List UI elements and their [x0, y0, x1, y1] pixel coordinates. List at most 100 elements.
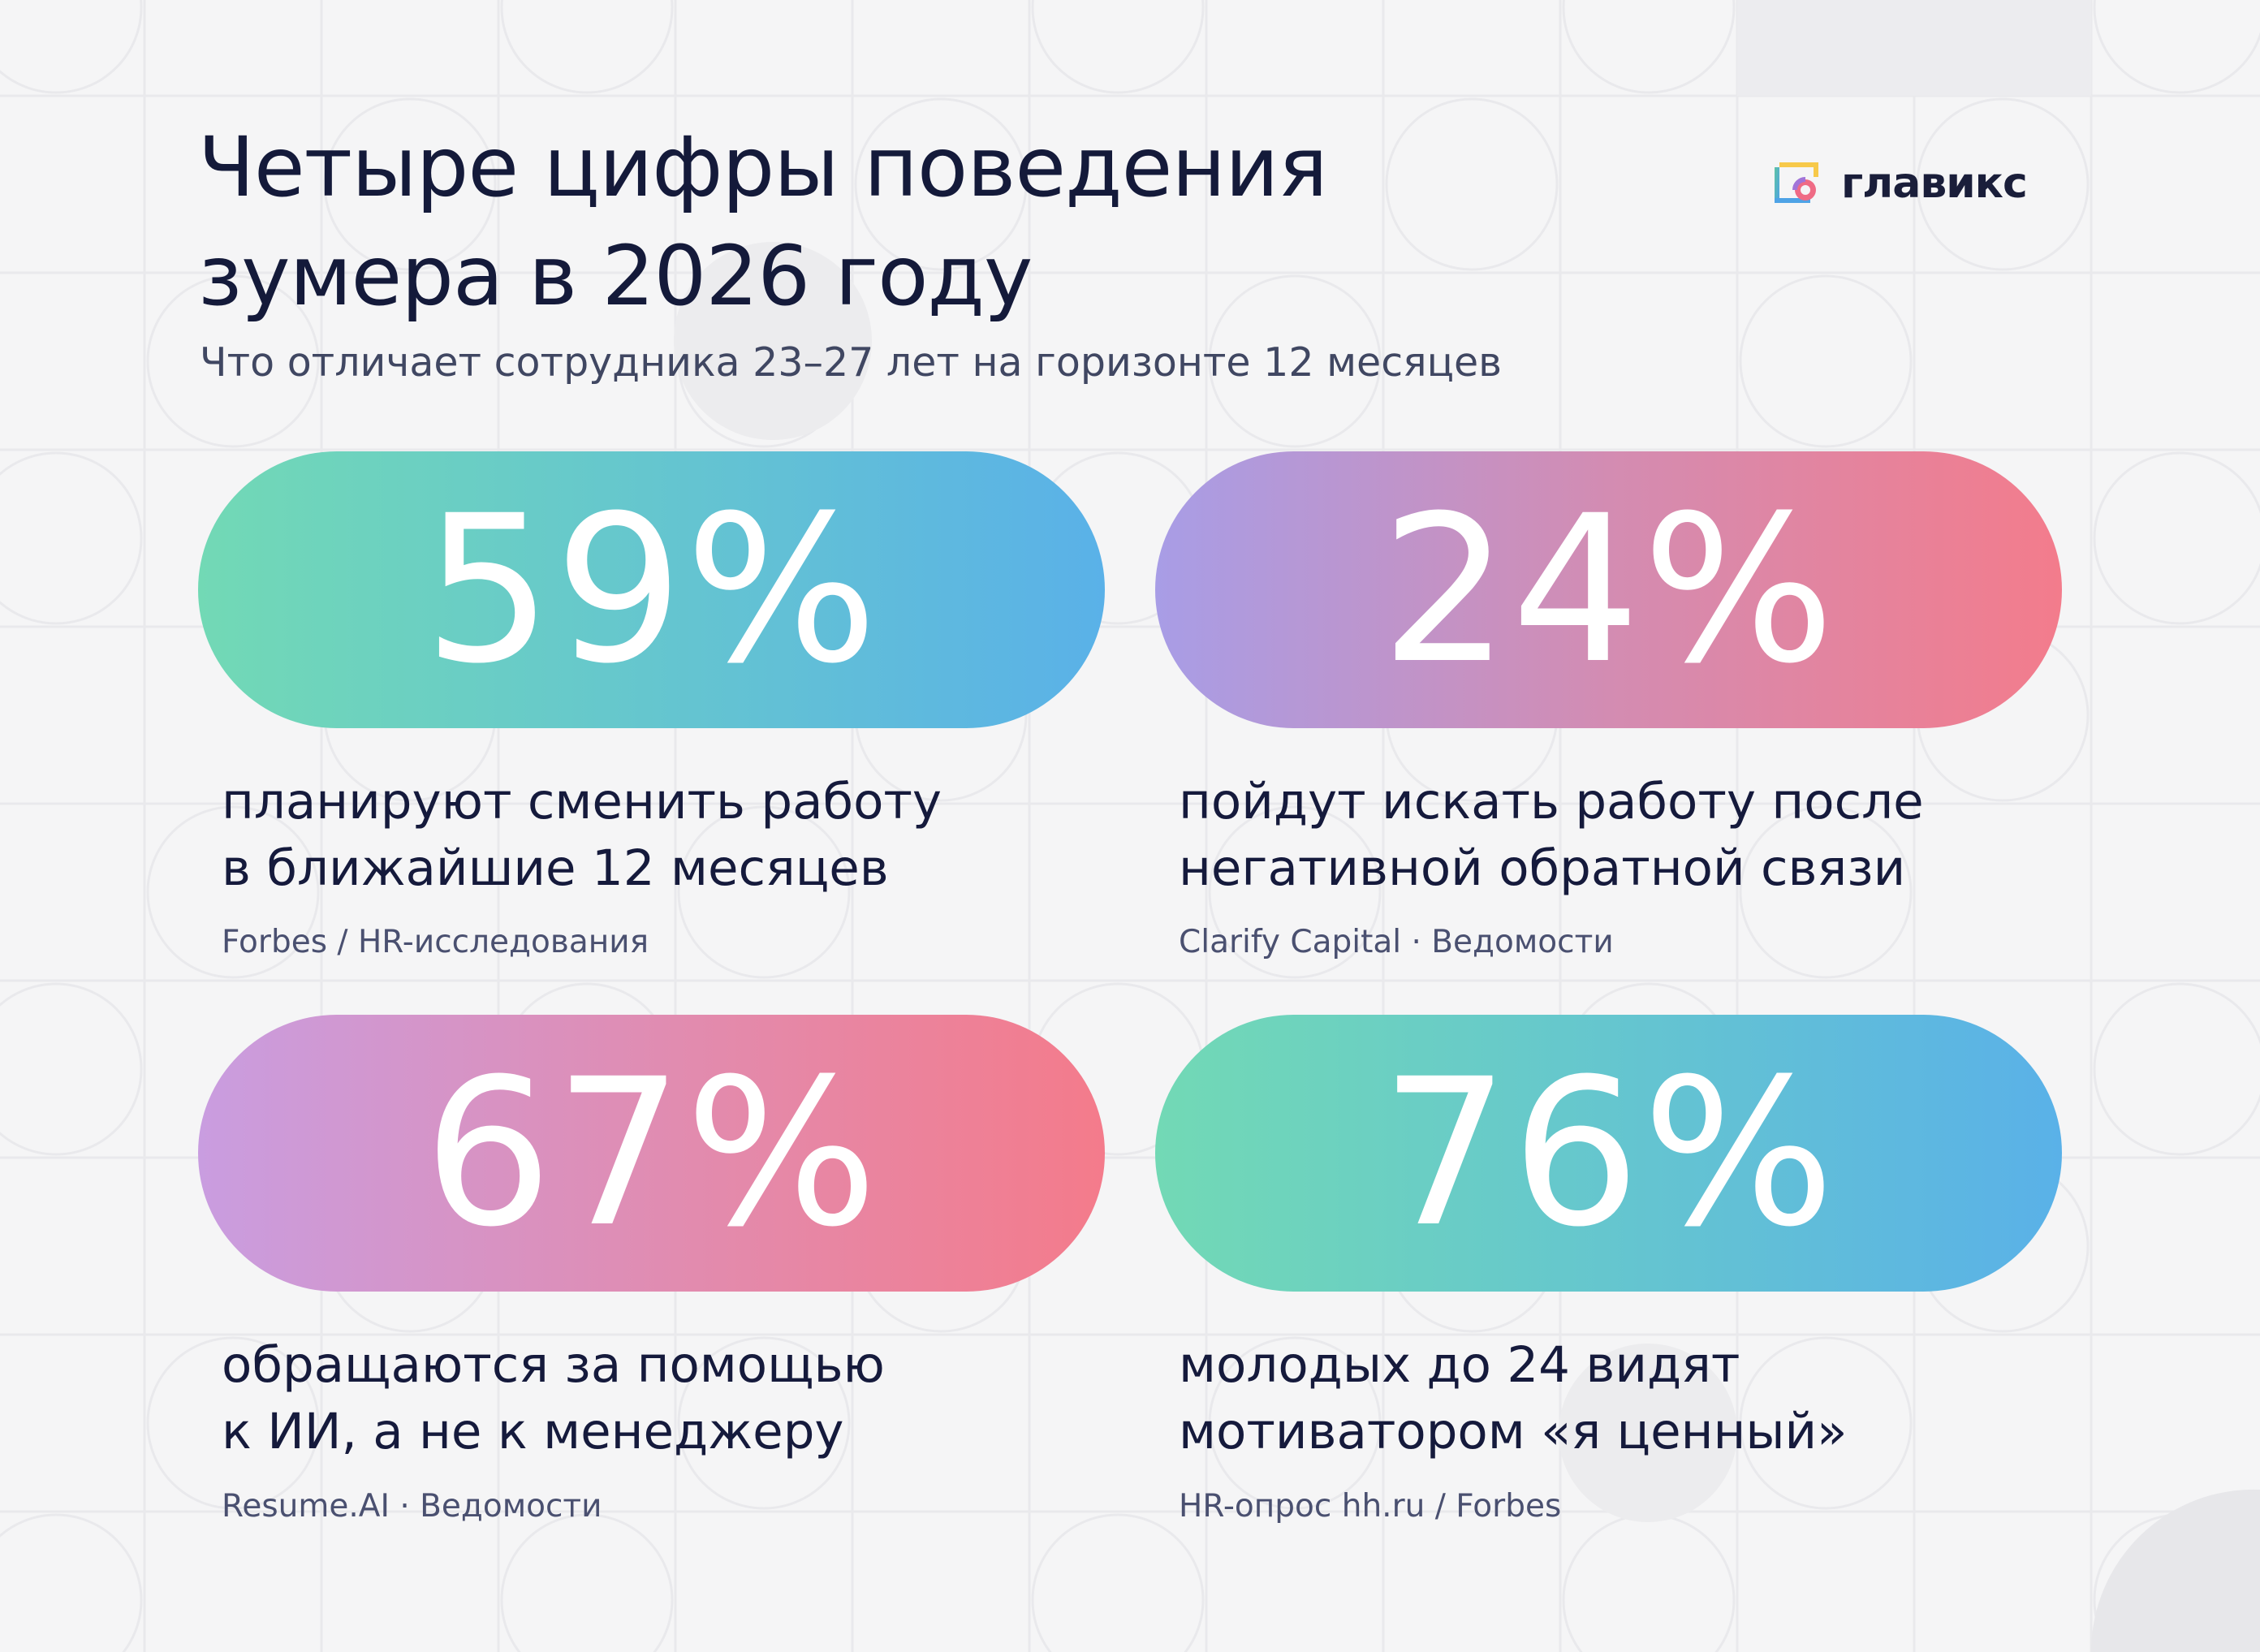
- title-line-1: Четыре цифры поведения: [198, 119, 1328, 216]
- stat-pill-2: 24%: [1155, 451, 2062, 728]
- bg-pattern-shape: [320, 0, 500, 97]
- stat-pill-1: 59%: [198, 451, 1105, 728]
- bg-pattern-shape: [1031, 0, 1205, 94]
- bg-pattern-shape: [1205, 94, 1385, 274]
- stat-pill-3: 67%: [198, 1015, 1105, 1292]
- bg-pattern-shape: [146, 1336, 320, 1510]
- bg-pattern-shape: [0, 0, 143, 94]
- bg-pattern-shape: [143, 94, 323, 274]
- description-line: мотиватором «я ценный»: [1179, 1403, 1848, 1460]
- bg-pattern-shape: [500, 1513, 674, 1652]
- bg-pattern-shape: [1028, 1333, 1208, 1513]
- bg-pattern-shape: [2093, 0, 2260, 94]
- bg-pattern-shape: [677, 805, 851, 979]
- bg-pattern-shape: [320, 1510, 500, 1652]
- bg-pattern-shape: [1031, 1513, 1205, 1652]
- bg-pattern-shape: [2090, 271, 2260, 451]
- bg-pattern-shape: [0, 625, 146, 805]
- title-line-2: зумера в 2026 году: [198, 228, 1033, 325]
- bg-pattern-shape: [1739, 1336, 1913, 1510]
- bg-pattern-shape: [0, 1513, 143, 1652]
- stat-description-4: молодых до 24 видят мотиватором «я ценны…: [1179, 1332, 1848, 1465]
- bg-disc: [1559, 1344, 1737, 1522]
- bg-pattern-shape: [1562, 0, 1736, 94]
- bg-pattern-shape: [1208, 805, 1382, 979]
- bg-pattern-shape: [677, 1336, 851, 1510]
- bg-pattern-shape: [1205, 1510, 1385, 1652]
- bg-corner-quarter: [2091, 1489, 2260, 1652]
- bg-pattern-shape: [0, 802, 146, 982]
- bg-pattern-shape: [1913, 802, 2093, 982]
- bg-pattern-shape: [674, 0, 854, 97]
- bg-disc: [674, 242, 872, 440]
- description-line: планируют сменить работу: [222, 773, 942, 830]
- bg-pattern-shape: [2090, 1333, 2260, 1513]
- bg-pattern-shape: [1208, 274, 1382, 448]
- bg-pattern-shape: [0, 451, 143, 625]
- bg-pattern-shape: [1739, 805, 1913, 979]
- bg-pattern-shape: [1028, 271, 1208, 451]
- bg-pattern-shape: [1559, 271, 1739, 451]
- bg-pattern-shape: [497, 271, 677, 451]
- bg-pattern-shape: [1205, 0, 1385, 97]
- bg-pattern-shape: [500, 0, 674, 94]
- description-line: обращаются за помощью: [222, 1336, 885, 1394]
- stat-source-1: Forbes / HR-исследования: [222, 924, 649, 960]
- bg-pattern-shape: [2093, 451, 2260, 625]
- bg-pattern-shape: [143, 1510, 323, 1652]
- corner-block: [1737, 0, 2091, 96]
- stat-value: 76%: [1380, 1034, 1837, 1271]
- glavix-logo-icon: [1775, 162, 1818, 203]
- stat-value: 24%: [1380, 471, 1837, 708]
- description-line: пойдут искать работу после: [1179, 773, 1924, 830]
- bg-pattern-shape: [0, 1156, 146, 1336]
- bg-pattern-shape: [146, 805, 320, 979]
- page-title: Четыре цифры поведения зумера в 2026 год…: [198, 114, 1416, 331]
- bg-pattern-shape: [1736, 1510, 1916, 1652]
- bg-pattern-shape: [851, 0, 1031, 97]
- bg-pattern-shape: [0, 271, 146, 451]
- bg-pattern-shape: [1913, 1510, 2093, 1652]
- description-line: к ИИ, а не к менеджеру: [222, 1403, 844, 1460]
- bg-pattern-shape: [0, 1333, 146, 1513]
- bg-pattern-shape: [1559, 802, 1739, 982]
- stat-source-4: HR-опрос hh.ru / Forbes: [1179, 1488, 1562, 1525]
- stat-source-2: Clarify Capital · Ведомости: [1179, 924, 1614, 960]
- stat-value: 59%: [423, 471, 880, 708]
- stat-description-2: пойдут искать работу после негативной об…: [1179, 769, 1924, 902]
- bg-pattern-shape: [1916, 97, 2090, 271]
- description-line: молодых до 24 видят: [1179, 1336, 1740, 1394]
- stat-description-1: планируют сменить работу в ближайшие 12 …: [222, 769, 942, 902]
- bg-pattern-shape: [1208, 1336, 1382, 1510]
- brand-logo: главикс: [1773, 157, 2028, 209]
- description-line: негативной обратной связи: [1179, 839, 1906, 897]
- bg-pattern-shape: [674, 1510, 854, 1652]
- bg-pattern-shape: [1382, 0, 1562, 97]
- bg-pattern-shape: [143, 0, 323, 97]
- bg-pattern-shape: [2090, 802, 2260, 982]
- bg-pattern-shape: [2090, 94, 2260, 274]
- bg-pattern-shape: [854, 97, 1028, 271]
- bg-pattern-shape: [2090, 625, 2260, 805]
- bg-pattern-shape: [146, 274, 320, 448]
- bg-pattern-shape: [2093, 982, 2260, 1156]
- bg-pattern-shape: [1562, 1513, 1736, 1652]
- bg-pattern-shape: [2090, 1156, 2260, 1336]
- brand-name: главикс: [1841, 159, 2028, 208]
- bg-pattern-shape: [323, 97, 497, 271]
- bg-pattern-shape: [0, 94, 146, 274]
- bg-pattern-shape: [1028, 802, 1208, 982]
- bg-pattern-shape: [1913, 271, 2093, 451]
- stat-source-3: Resume.AI · Ведомости: [222, 1488, 602, 1525]
- bg-pattern-shape: [0, 982, 143, 1156]
- bg-pattern-shape: [1385, 97, 1559, 271]
- description-line: в ближайшие 12 месяцев: [222, 839, 889, 897]
- bg-pattern-shape: [1559, 94, 1739, 274]
- bg-pattern-shape: [1382, 1510, 1562, 1652]
- bg-pattern-shape: [1913, 1333, 2093, 1513]
- bg-pattern-shape: [1739, 274, 1913, 448]
- stat-pill-4: 76%: [1155, 1015, 2062, 1292]
- page-subtitle: Что отличает сотрудника 23–27 лет на гор…: [200, 339, 1502, 386]
- bg-pattern-shape: [497, 1333, 677, 1513]
- stat-description-3: обращаются за помощью к ИИ, а не к менед…: [222, 1332, 885, 1465]
